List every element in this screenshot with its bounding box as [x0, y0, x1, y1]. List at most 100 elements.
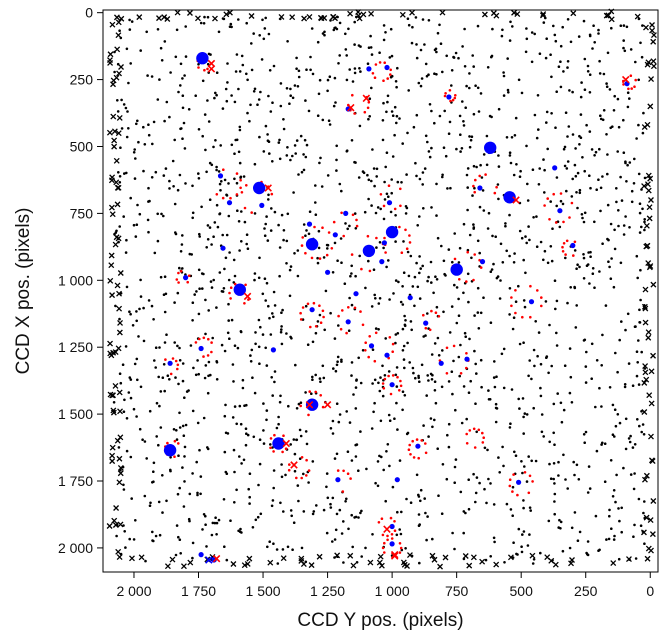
field-star-point: [292, 438, 296, 441]
ring-point: [288, 463, 291, 466]
field-star-point: [597, 178, 600, 181]
field-star-point: [376, 484, 380, 488]
field-star-point: [462, 385, 466, 388]
field-star-point: [640, 350, 643, 354]
ring-point: [424, 451, 428, 455]
field-star-point: [230, 143, 234, 147]
field-star-point: [450, 84, 453, 87]
border-x-marker: [114, 201, 121, 208]
field-star-point: [462, 120, 465, 123]
field-star-point: [511, 327, 515, 331]
field-star-point: [359, 381, 363, 385]
field-star-point: [181, 106, 185, 110]
border-x-marker: [116, 305, 123, 312]
field-star-point: [612, 109, 616, 112]
field-star-point: [326, 78, 330, 82]
field-star-point: [118, 29, 121, 32]
field-star-point: [641, 131, 645, 135]
field-star-point: [468, 145, 472, 149]
border-x-marker: [244, 560, 251, 567]
field-star-point: [243, 220, 247, 224]
field-star-point: [282, 510, 285, 513]
field-star-point: [155, 401, 159, 405]
field-star-point: [112, 401, 116, 404]
field-star-point: [463, 65, 467, 68]
ring-cluster: [381, 537, 403, 554]
field-star-point: [634, 557, 638, 560]
ring-point: [399, 379, 402, 383]
field-star-point: [405, 497, 408, 501]
small-blue-point: [386, 200, 393, 206]
field-star-point: [458, 246, 462, 250]
field-star-point: [378, 389, 382, 393]
ring-point: [508, 484, 512, 488]
field-star-point: [329, 311, 332, 315]
ring-point: [250, 211, 253, 214]
field-star-point: [387, 195, 390, 198]
field-star-point: [213, 221, 217, 224]
field-star-point: [639, 524, 643, 527]
field-star-point: [235, 53, 239, 56]
field-star-point: [314, 184, 317, 187]
border-x-marker: [106, 129, 113, 136]
field-star-point: [471, 54, 475, 57]
field-star-point: [578, 530, 582, 534]
field-star-point: [282, 118, 285, 121]
ring-point: [387, 184, 391, 187]
field-star-point: [515, 163, 518, 166]
field-star-point: [297, 75, 301, 79]
border-x-marker: [644, 555, 651, 562]
field-star-point: [422, 424, 425, 427]
field-star-point: [152, 470, 155, 474]
field-star-point: [485, 134, 489, 138]
field-star-point: [448, 120, 452, 124]
field-star-point: [599, 209, 602, 213]
field-star-point: [385, 110, 388, 114]
field-star-point: [335, 452, 339, 456]
field-star-point: [461, 100, 464, 103]
field-star-point: [552, 477, 555, 481]
border-x-marker: [493, 561, 500, 568]
ring-point: [443, 94, 447, 98]
field-star-point: [579, 95, 583, 99]
field-star-point: [474, 500, 477, 504]
field-star-point: [138, 307, 141, 311]
field-star-point: [467, 300, 470, 304]
field-star-point: [240, 462, 243, 465]
field-star-point: [270, 207, 273, 210]
border-x-marker: [116, 455, 123, 462]
field-star-point: [180, 243, 184, 246]
field-star-point: [467, 391, 471, 395]
field-star-point: [616, 150, 619, 153]
border-x-marker: [442, 554, 449, 561]
field-star-point: [191, 472, 194, 475]
field-star-point: [125, 171, 128, 175]
field-star-point: [417, 524, 421, 527]
ring-point: [300, 456, 304, 459]
field-star-point: [457, 297, 460, 301]
ring-point: [540, 304, 543, 308]
field-star-point: [311, 340, 315, 344]
field-star-point: [378, 454, 381, 458]
field-star-point: [316, 320, 320, 323]
ring-point: [528, 474, 532, 478]
border-x-marker: [212, 15, 218, 22]
field-star-point: [369, 46, 373, 49]
field-star-point: [508, 213, 511, 217]
field-star-point: [296, 249, 300, 252]
field-star-point: [617, 557, 621, 561]
field-star-point: [495, 375, 498, 379]
border-x-marker: [106, 523, 113, 529]
border-x-marker: [544, 554, 551, 561]
field-star-point: [215, 168, 218, 172]
field-star-point: [573, 286, 577, 290]
field-star-point: [280, 475, 284, 479]
field-star-point: [492, 376, 496, 379]
ring-point: [330, 247, 334, 250]
border-x-marker: [115, 345, 122, 352]
field-star-point: [229, 22, 233, 26]
ring-point: [411, 439, 415, 443]
small-blue-point: [407, 295, 413, 301]
ring-point: [282, 434, 285, 438]
ring-point: [573, 240, 577, 244]
